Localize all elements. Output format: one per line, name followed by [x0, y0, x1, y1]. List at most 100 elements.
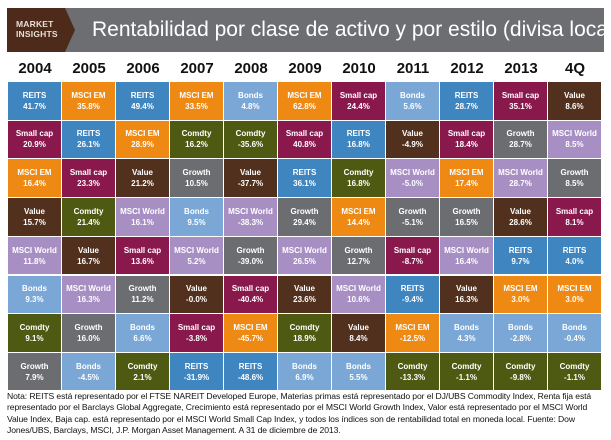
year-label: 2009 [288, 60, 322, 77]
return-value: 26.1% [77, 140, 100, 150]
return-value: -45.7% [237, 333, 264, 343]
asset-class-label: MSCI EM [125, 129, 160, 139]
year-header-row: 2004 2005 2006 2007 2008 2009 2010 2011 2012 2013… [8, 60, 602, 80]
asset-class-label: REITS [238, 361, 263, 371]
return-cell: MSCI World 26.5% [278, 236, 331, 275]
asset-class-label: MSCI EM [503, 284, 538, 294]
asset-class-label: MSCI EM [17, 168, 52, 178]
return-value: 8.5% [565, 140, 584, 150]
return-cell: Comdty -9.8% [494, 352, 547, 391]
asset-class-label: MSCI World [444, 245, 489, 255]
asset-class-label: Small cap [69, 168, 108, 178]
return-value: 9.5% [187, 217, 206, 227]
return-cell: Small cap -8.7% [386, 236, 439, 275]
asset-class-label: Value [186, 284, 207, 294]
return-value: 5.5% [349, 372, 368, 382]
asset-class-label: MSCI EM [449, 168, 484, 178]
asset-class-label: MSCI World [120, 206, 165, 216]
asset-class-label: Value [348, 322, 369, 332]
return-value: -5.0% [402, 179, 423, 189]
return-cell: Small cap 40.8% [278, 120, 331, 159]
return-value: -4.5% [78, 372, 99, 382]
asset-class-label: REITS [562, 245, 587, 255]
return-cell: REITS 28.7% [440, 82, 493, 120]
asset-class-label: Bonds [184, 206, 209, 216]
asset-class-label: REITS [22, 90, 47, 100]
return-cell: Comdty 16.8% [332, 159, 385, 197]
return-cell: MSCI EM 62.8% [278, 82, 331, 120]
asset-class-label: Comdty [235, 129, 266, 139]
return-cell: Bonds -0.4% [548, 314, 601, 352]
return-cell: Growth -5.1% [386, 198, 439, 236]
return-cell: Comdty 21.4% [62, 198, 115, 236]
asset-class-label: Small cap [339, 90, 378, 100]
asset-class-label: MSCI World [336, 284, 381, 294]
return-value: 8.6% [565, 101, 584, 111]
year-label: 4Q [564, 60, 585, 77]
return-cell: REITS -9.4% [386, 275, 439, 313]
asset-class-label: MSCI World [282, 245, 327, 255]
return-cell: Bonds 9.5% [170, 198, 223, 236]
return-cell: MSCI EM 33.5% [170, 82, 223, 120]
asset-class-label: REITS [76, 129, 101, 139]
asset-class-label: Growth [290, 206, 319, 216]
return-cell: MSCI EM 14.4% [332, 198, 385, 236]
return-cell: MSCI EM 3.0% [548, 275, 601, 313]
asset-class-label: Comdty [19, 322, 50, 332]
asset-class-label: MSCI World [552, 129, 597, 139]
asset-class-label: Comdty [397, 361, 428, 371]
asset-class-label: MSCI EM [395, 322, 430, 332]
return-cell: Comdty -1.1% [548, 352, 601, 391]
return-cell: MSCI World -5.0% [386, 159, 439, 197]
return-cell: MSCI World 16.4% [440, 236, 493, 275]
return-cell: Comdty -1.1% [440, 352, 493, 391]
asset-class-label: Value [456, 284, 477, 294]
year-label: 2010 [342, 60, 376, 77]
return-value: 4.0% [565, 256, 584, 266]
asset-class-label: MSCI EM [341, 206, 376, 216]
asset-class-label: Growth [74, 322, 103, 332]
asset-class-label: Small cap [501, 90, 540, 100]
asset-class-label: Growth [560, 168, 589, 178]
return-value: 11.2% [131, 295, 154, 305]
return-cell: Small cap 24.4% [332, 82, 385, 120]
return-value: 17.4% [455, 179, 478, 189]
asset-class-label: Bonds [292, 361, 317, 371]
page-title: Rentabilidad por clase de activo y por e… [92, 18, 611, 41]
return-cell: MSCI EM -45.7% [224, 314, 277, 352]
return-cell: Growth 8.5% [548, 159, 601, 197]
logo-line-2: INSIGHTS [16, 28, 58, 39]
asset-class-label: MSCI World [390, 168, 435, 178]
return-cell: Small cap 13.6% [116, 236, 169, 275]
return-value: 18.4% [455, 140, 478, 150]
year-label: 2011 [396, 60, 430, 77]
asset-class-label: Value [24, 206, 45, 216]
return-cell: Value 8.4% [332, 314, 385, 352]
return-cell: Small cap 18.4% [440, 120, 493, 159]
asset-class-label: Comdty [451, 361, 482, 371]
asset-class-label: Small cap [231, 284, 270, 294]
return-value: 8.1% [565, 217, 584, 227]
asset-class-label: MSCI World [174, 245, 219, 255]
return-cell: REITS 41.7% [8, 82, 61, 120]
return-value: 21.4% [77, 217, 100, 227]
asset-class-label: MSCI EM [557, 284, 592, 294]
asset-class-label: Bonds [454, 322, 479, 332]
asset-class-label: Growth [398, 206, 427, 216]
asset-class-label: Growth [128, 284, 157, 294]
return-value: 26.5% [293, 256, 316, 266]
return-value: 9.3% [25, 295, 44, 305]
return-value: 21.2% [131, 179, 154, 189]
return-cell: MSCI World 16.3% [62, 275, 115, 313]
return-cell: Bonds -4.5% [62, 352, 115, 391]
return-cell: MSCI EM 3.0% [494, 275, 547, 313]
return-value: 4.3% [457, 333, 476, 343]
return-value: -1.1% [456, 372, 477, 382]
return-value: -9.4% [402, 295, 423, 305]
return-cell: MSCI World 28.7% [494, 159, 547, 197]
return-value: 16.7% [77, 256, 100, 266]
asset-class-label: MSCI EM [233, 322, 268, 332]
asset-class-label: REITS [130, 90, 155, 100]
return-value: 5.2% [187, 256, 206, 266]
return-value: 16.8% [347, 140, 370, 150]
